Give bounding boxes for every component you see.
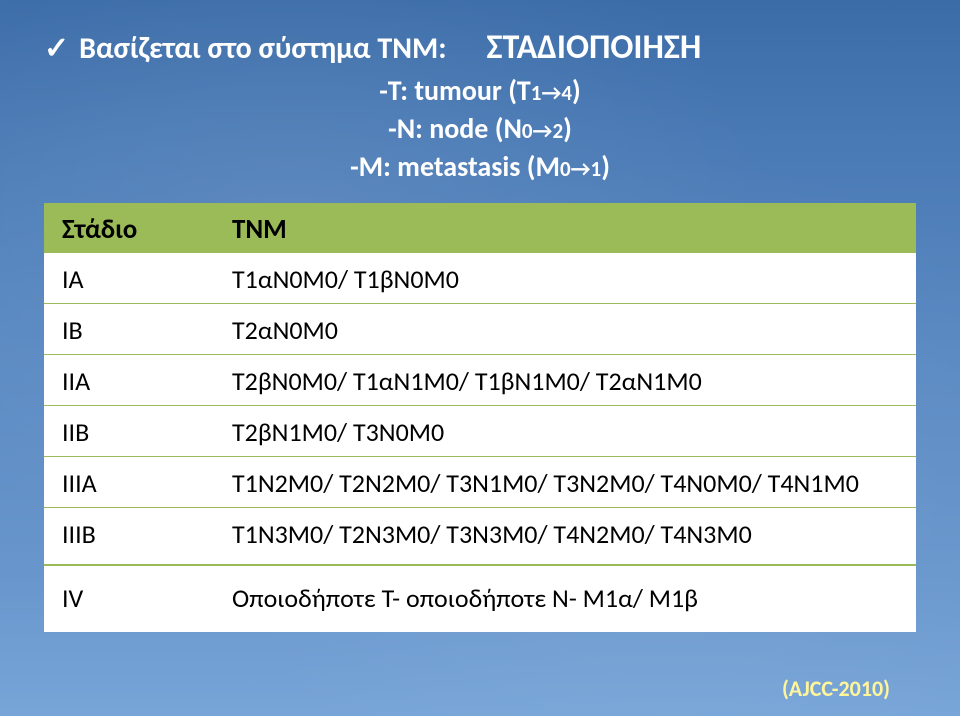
cell-tnm: Τ2βΝ0Μ0/ Τ1αΝ1Μ0/ Τ1βΝ1Μ0/ Τ2αΝ1Μ0	[214, 355, 916, 406]
cell-tnm: Τ1αΝ0Μ0/ Τ1βΝ0Μ0	[214, 253, 916, 304]
table-row: ΙΙΒ Τ2βΝ1Μ0/ Τ3Ν0Μ0	[44, 406, 916, 457]
cell-tnm: Τ1Ν2Μ0/ Τ2Ν2Μ0/ Τ3Ν1Μ0/ Τ3Ν2Μ0/ Τ4Ν0Μ0/ …	[214, 457, 916, 508]
cell-stage: ΙΒ	[44, 304, 214, 355]
def-m: -Μ: metastasis (Μ0→1)	[44, 148, 916, 186]
slide-content: ✓ Βασίζεται στο σύστημα ΤΝΜ: ΣΤΑΔΙΟΠΟΙΗΣ…	[0, 0, 960, 632]
cell-stage: IV	[44, 565, 214, 632]
def-n: -Ν: node (Ν0→2)	[44, 110, 916, 148]
table-row: ΙΙΑ Τ2βΝ0Μ0/ Τ1αΝ1Μ0/ Τ1βΝ1Μ0/ Τ2αΝ1Μ0	[44, 355, 916, 406]
cell-tnm: Οποιοδήποτε Τ- οποιοδήποτε Ν- Μ1α/ Μ1β	[214, 565, 916, 632]
bullet-text: Βασίζεται στο σύστημα ΤΝΜ:	[79, 30, 446, 67]
cell-stage: ΙΙΒ	[44, 406, 214, 457]
slide-title: ΣΤΑΔΙΟΠΟΙΗΣΗ	[487, 27, 702, 68]
table-row: ΙΙΙΒ Τ1Ν3Μ0/ Τ2Ν3Μ0/ Τ3Ν3Μ0/ Τ4Ν2Μ0/ Τ4Ν…	[44, 508, 916, 566]
table-header-row: Στάδιο ΤΝΜ	[44, 204, 916, 253]
cell-stage: ΙΑ	[44, 253, 214, 304]
table-row: ΙΑ Τ1αΝ0Μ0/ Τ1βΝ0Μ0	[44, 253, 916, 304]
cell-stage: ΙΙΙΒ	[44, 508, 214, 566]
cell-stage: ΙΙΙΑ	[44, 457, 214, 508]
table-row: ΙΙΙΑ Τ1Ν2Μ0/ Τ2Ν2Μ0/ Τ3Ν1Μ0/ Τ3Ν2Μ0/ Τ4Ν…	[44, 457, 916, 508]
col-header-tnm: ΤΝΜ	[214, 204, 916, 253]
source-footnote: (AJCC-2010)	[782, 675, 890, 702]
staging-table: Στάδιο ΤΝΜ ΙΑ Τ1αΝ0Μ0/ Τ1βΝ0Μ0 ΙΒ Τ2αΝ0Μ…	[44, 203, 916, 632]
cell-tnm: Τ2βΝ1Μ0/ Τ3Ν0Μ0	[214, 406, 916, 457]
cell-tnm: Τ2αΝ0Μ0	[214, 304, 916, 355]
table-footer-row: IV Οποιοδήποτε Τ- οποιοδήποτε Ν- Μ1α/ Μ1…	[44, 565, 916, 632]
def-t: -Τ: tumour (Τ1→4)	[44, 72, 916, 110]
header-row: ✓ Βασίζεται στο σύστημα ΤΝΜ: ΣΤΑΔΙΟΠΟΙΗΣ…	[44, 24, 916, 68]
table-row: ΙΒ Τ2αΝ0Μ0	[44, 304, 916, 355]
cell-tnm: Τ1Ν3Μ0/ Τ2Ν3Μ0/ Τ3Ν3Μ0/ Τ4Ν2Μ0/ Τ4Ν3Μ0	[214, 508, 916, 566]
check-icon: ✓	[44, 30, 69, 67]
bullet-line: ✓ Βασίζεται στο σύστημα ΤΝΜ:	[44, 30, 447, 67]
cell-stage: ΙΙΑ	[44, 355, 214, 406]
col-header-stage: Στάδιο	[44, 204, 214, 253]
tnm-definitions: -Τ: tumour (Τ1→4) -Ν: node (Ν0→2) -Μ: me…	[44, 72, 916, 185]
